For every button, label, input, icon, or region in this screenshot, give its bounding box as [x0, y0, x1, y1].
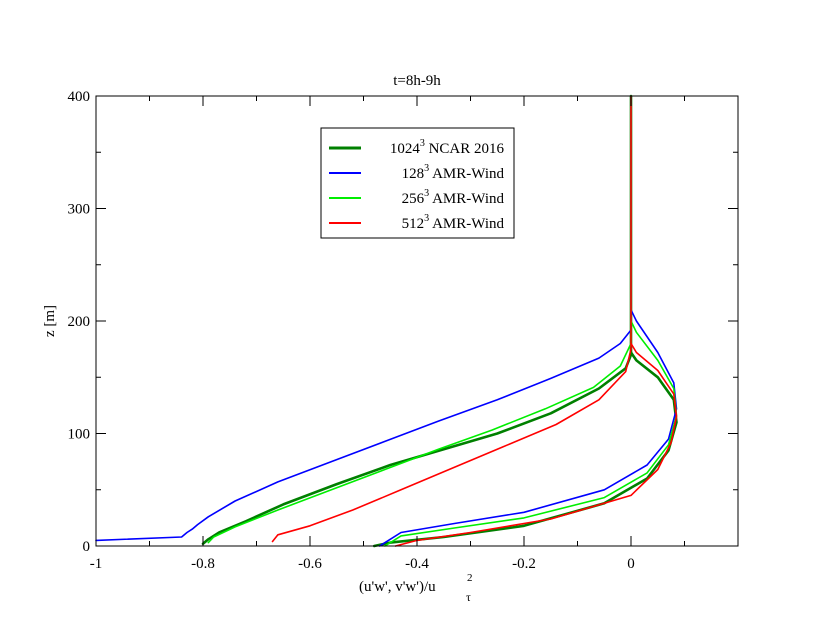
x-axis-label-sup: 2	[467, 572, 473, 584]
y-tick-label: 0	[83, 539, 91, 555]
x-axis-label-text: (u'w', v'w')/u	[359, 579, 436, 595]
axes: -1 -0.8 -0.6 -0.4 -0.2 0 0 100 200 300 400	[68, 89, 739, 572]
series-line-512-7	[394, 342, 678, 547]
legend-entry-512: 5123 AMR-Wind	[402, 213, 505, 232]
series-line-256-5	[384, 320, 678, 547]
plot-series	[95, 94, 678, 548]
x-tick-label: -0.8	[191, 556, 215, 572]
legend: 10243 NCAR 2016 1283 AMR-Wind 2563 AMR-Win…	[320, 127, 515, 239]
y-tick-label: 400	[68, 89, 91, 105]
x-tick-label: -0.6	[298, 556, 322, 572]
series-line-256-4	[207, 95, 632, 544]
series-line-128-3	[378, 309, 678, 547]
y-tick-label: 100	[68, 427, 91, 443]
y-tick-label: 300	[68, 202, 91, 218]
series-line-512-6	[271, 95, 632, 543]
legend-entry-128: 1283 AMR-Wind	[402, 163, 505, 182]
series-line-128-2	[95, 95, 632, 542]
legend-entry-256: 2563 AMR-Wind	[402, 188, 505, 207]
x-axis-label-sub: τ	[466, 590, 471, 604]
y-tick-label: 200	[68, 314, 91, 330]
x-tick-label: -0.2	[512, 556, 536, 572]
legend-entry-1024: 10243 NCAR 2016	[390, 138, 505, 157]
legend-box	[320, 127, 515, 239]
x-tick-label: 0	[627, 556, 635, 572]
x-tick-label: -1	[90, 556, 103, 572]
x-tick-label: -0.4	[405, 556, 429, 572]
x-axis-label: (u'w', v'w')/u 2 τ	[359, 572, 473, 604]
y-axis-label: z [m]	[42, 305, 58, 337]
chart-title: t=8h-9h	[393, 73, 441, 89]
